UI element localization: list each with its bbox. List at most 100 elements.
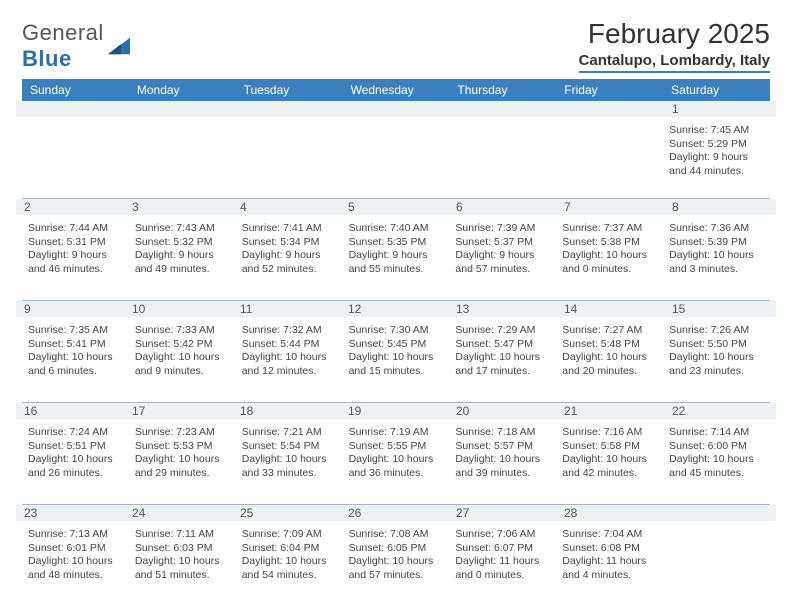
daylight-text: Daylight: 10 hours and 54 minutes.	[242, 555, 337, 582]
day-number	[558, 102, 666, 116]
sunrise-text: Sunrise: 7:21 AM	[242, 426, 337, 440]
daylight-text: Daylight: 10 hours and 23 minutes.	[669, 351, 764, 378]
sunrise-text: Sunrise: 7:26 AM	[669, 324, 764, 338]
calendar-cell	[236, 120, 343, 198]
calendar-week: 2345678Sunrise: 7:44 AMSunset: 5:31 PMDa…	[22, 198, 770, 300]
col-friday: Friday	[556, 79, 663, 101]
month-title: February 2025	[579, 18, 770, 50]
sunset-text: Sunset: 5:42 PM	[135, 338, 230, 352]
logo: General Blue	[22, 20, 130, 72]
sunrise-text: Sunrise: 7:24 AM	[28, 426, 123, 440]
calendar-cell: Sunrise: 7:29 AMSunset: 5:47 PMDaylight:…	[449, 320, 556, 402]
sunset-text: Sunset: 6:01 PM	[28, 542, 123, 556]
calendar-cell	[343, 120, 450, 198]
day-number: 25	[234, 506, 342, 520]
day-number: 21	[558, 404, 666, 418]
sunset-text: Sunset: 5:38 PM	[562, 236, 657, 250]
daylight-text: Daylight: 10 hours and 57 minutes.	[349, 555, 444, 582]
day-number: 1	[666, 102, 774, 116]
calendar-cell: Sunrise: 7:24 AMSunset: 5:51 PMDaylight:…	[22, 422, 129, 504]
day-number: 17	[126, 404, 234, 418]
day-number: 8	[666, 200, 774, 214]
calendar-cell: Sunrise: 7:33 AMSunset: 5:42 PMDaylight:…	[129, 320, 236, 402]
daylight-text: Daylight: 10 hours and 36 minutes.	[349, 453, 444, 480]
calendar-cell	[663, 524, 770, 606]
day-number	[450, 102, 558, 116]
calendar-cell: Sunrise: 7:09 AMSunset: 6:04 PMDaylight:…	[236, 524, 343, 606]
col-monday: Monday	[129, 79, 236, 101]
calendar-cell: Sunrise: 7:44 AMSunset: 5:31 PMDaylight:…	[22, 218, 129, 300]
sunrise-text: Sunrise: 7:43 AM	[135, 222, 230, 236]
sunset-text: Sunset: 5:41 PM	[28, 338, 123, 352]
sunrise-text: Sunrise: 7:32 AM	[242, 324, 337, 338]
col-sunday: Sunday	[22, 79, 129, 101]
daylight-text: Daylight: 10 hours and 48 minutes.	[28, 555, 123, 582]
day-number: 7	[558, 200, 666, 214]
day-number: 18	[234, 404, 342, 418]
calendar-page: General Blue February 2025 Cantalupo, Lo…	[0, 0, 792, 616]
day-number: 28	[558, 506, 666, 520]
sunset-text: Sunset: 5:44 PM	[242, 338, 337, 352]
calendar-cell: Sunrise: 7:43 AMSunset: 5:32 PMDaylight:…	[129, 218, 236, 300]
day-number: 26	[342, 506, 450, 520]
daylight-text: Daylight: 10 hours and 12 minutes.	[242, 351, 337, 378]
daylight-text: Daylight: 10 hours and 0 minutes.	[562, 249, 657, 276]
sunrise-text: Sunrise: 7:13 AM	[28, 528, 123, 542]
sunset-text: Sunset: 5:55 PM	[349, 440, 444, 454]
calendar-week: 1Sunrise: 7:45 AMSunset: 5:29 PMDaylight…	[22, 101, 770, 198]
sunrise-text: Sunrise: 7:08 AM	[349, 528, 444, 542]
calendar-cell: Sunrise: 7:27 AMSunset: 5:48 PMDaylight:…	[556, 320, 663, 402]
daylight-text: Daylight: 10 hours and 29 minutes.	[135, 453, 230, 480]
sunset-text: Sunset: 5:34 PM	[242, 236, 337, 250]
calendar-cell: Sunrise: 7:35 AMSunset: 5:41 PMDaylight:…	[22, 320, 129, 402]
daylight-text: Daylight: 9 hours and 46 minutes.	[28, 249, 123, 276]
day-number: 24	[126, 506, 234, 520]
day-number: 14	[558, 302, 666, 316]
sunrise-text: Sunrise: 7:45 AM	[669, 124, 764, 138]
sunset-text: Sunset: 6:07 PM	[455, 542, 550, 556]
calendar-cell: Sunrise: 7:23 AMSunset: 5:53 PMDaylight:…	[129, 422, 236, 504]
sunset-text: Sunset: 5:45 PM	[349, 338, 444, 352]
sunset-text: Sunset: 5:51 PM	[28, 440, 123, 454]
sunrise-text: Sunrise: 7:14 AM	[669, 426, 764, 440]
calendar-grid: 1Sunrise: 7:45 AMSunset: 5:29 PMDaylight…	[22, 101, 770, 606]
calendar-cell: Sunrise: 7:04 AMSunset: 6:08 PMDaylight:…	[556, 524, 663, 606]
calendar-cell: Sunrise: 7:14 AMSunset: 6:00 PMDaylight:…	[663, 422, 770, 504]
calendar-week: 232425262728Sunrise: 7:13 AMSunset: 6:01…	[22, 504, 770, 606]
calendar-cell: Sunrise: 7:39 AMSunset: 5:37 PMDaylight:…	[449, 218, 556, 300]
calendar-cell: Sunrise: 7:30 AMSunset: 5:45 PMDaylight:…	[343, 320, 450, 402]
day-number: 27	[450, 506, 558, 520]
title-block: February 2025 Cantalupo, Lombardy, Italy	[579, 18, 770, 73]
calendar-cell: Sunrise: 7:26 AMSunset: 5:50 PMDaylight:…	[663, 320, 770, 402]
sunset-text: Sunset: 5:37 PM	[455, 236, 550, 250]
calendar-cell: Sunrise: 7:06 AMSunset: 6:07 PMDaylight:…	[449, 524, 556, 606]
day-number: 11	[234, 302, 342, 316]
sunrise-text: Sunrise: 7:23 AM	[135, 426, 230, 440]
day-number	[234, 102, 342, 116]
logo-word1: General	[22, 20, 104, 45]
sunrise-text: Sunrise: 7:37 AM	[562, 222, 657, 236]
sunset-text: Sunset: 5:47 PM	[455, 338, 550, 352]
logo-triangle-icon	[108, 37, 130, 55]
calendar-cell: Sunrise: 7:11 AMSunset: 6:03 PMDaylight:…	[129, 524, 236, 606]
daylight-text: Daylight: 10 hours and 9 minutes.	[135, 351, 230, 378]
sunset-text: Sunset: 5:39 PM	[669, 236, 764, 250]
sunrise-text: Sunrise: 7:19 AM	[349, 426, 444, 440]
header: General Blue February 2025 Cantalupo, Lo…	[22, 18, 770, 73]
daylight-text: Daylight: 10 hours and 3 minutes.	[669, 249, 764, 276]
daylight-text: Daylight: 10 hours and 39 minutes.	[455, 453, 550, 480]
day-number: 22	[666, 404, 774, 418]
daylight-text: Daylight: 11 hours and 4 minutes.	[562, 555, 657, 582]
daylight-text: Daylight: 10 hours and 17 minutes.	[455, 351, 550, 378]
calendar-week: 9101112131415Sunrise: 7:35 AMSunset: 5:4…	[22, 300, 770, 402]
sunrise-text: Sunrise: 7:27 AM	[562, 324, 657, 338]
sunrise-text: Sunrise: 7:39 AM	[455, 222, 550, 236]
daylight-text: Daylight: 9 hours and 52 minutes.	[242, 249, 337, 276]
col-thursday: Thursday	[449, 79, 556, 101]
daylight-text: Daylight: 11 hours and 0 minutes.	[455, 555, 550, 582]
daynum-strip: 232425262728	[16, 505, 776, 521]
calendar-cell: Sunrise: 7:41 AMSunset: 5:34 PMDaylight:…	[236, 218, 343, 300]
daylight-text: Daylight: 10 hours and 20 minutes.	[562, 351, 657, 378]
sunrise-text: Sunrise: 7:33 AM	[135, 324, 230, 338]
day-number: 15	[666, 302, 774, 316]
